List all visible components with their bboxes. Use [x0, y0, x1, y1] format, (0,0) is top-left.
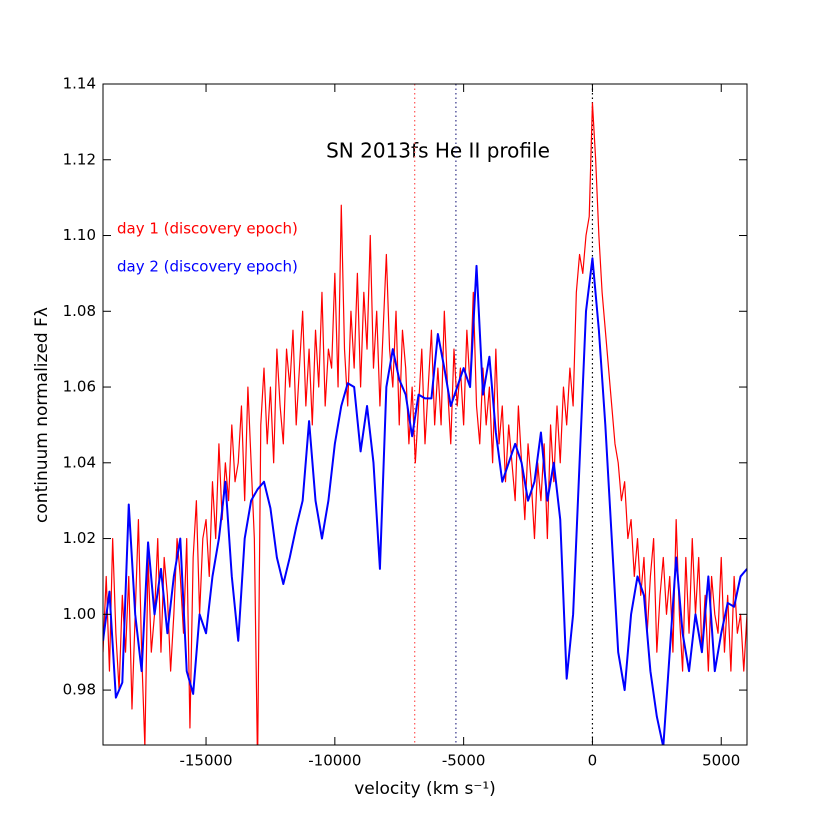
- y-tick-label: 1.14: [63, 75, 96, 93]
- y-tick-label: 1.08: [63, 302, 96, 320]
- legend-label: day 1 (discovery epoch): [117, 220, 298, 238]
- y-tick-label: 1.12: [63, 150, 96, 168]
- x-tick-label: -5000: [442, 752, 486, 770]
- data-line: [103, 257, 747, 745]
- x-tick-label: -15000: [179, 752, 232, 770]
- y-tick-label: 1.02: [63, 529, 96, 547]
- x-tick-label: -10000: [308, 752, 361, 770]
- x-tick-label: 0: [588, 752, 598, 770]
- x-axis-label: velocity (km s⁻¹): [354, 779, 496, 799]
- data-line: [103, 102, 747, 745]
- x-tick-label: 5000: [702, 752, 740, 770]
- legend-label: day 2 (discovery epoch): [117, 258, 298, 276]
- y-tick-label: 0.98: [63, 681, 96, 699]
- y-axis-label: continuum normalized Fλ: [32, 307, 52, 523]
- y-tick-label: 1.04: [63, 453, 96, 471]
- plot-frame: [102, 83, 748, 746]
- y-tick-label: 1.00: [63, 605, 96, 623]
- chart-title: SN 2013fs He II profile: [326, 139, 550, 163]
- y-tick-label: 1.10: [63, 226, 96, 244]
- plot-area: [103, 84, 747, 745]
- y-tick-label: 1.06: [63, 378, 96, 396]
